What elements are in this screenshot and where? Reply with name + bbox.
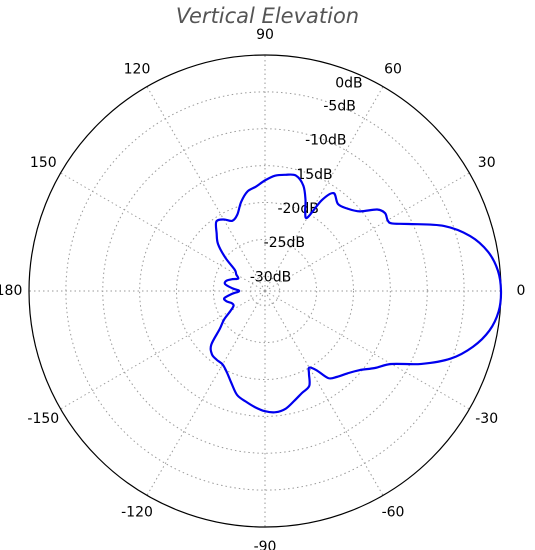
angle-tick-label: 150 bbox=[30, 155, 57, 171]
radial-tick-label: -10dB bbox=[305, 133, 346, 149]
angle-tick-labels: 0 30 60 90 120 150 180 -150 -120 -90 -60 -30 bbox=[0, 27, 525, 550]
angle-tick-label: 0 bbox=[517, 283, 526, 299]
angle-tick-label: -120 bbox=[121, 505, 153, 521]
grid-spoke-7 bbox=[60, 290, 266, 410]
grid-ring-4 bbox=[176, 202, 354, 380]
grid-spoke-2 bbox=[264, 86, 384, 292]
grid-spoke-11 bbox=[264, 290, 470, 410]
angle-tick-label: -60 bbox=[382, 505, 405, 521]
grid-spoke-8 bbox=[146, 290, 266, 496]
grid-ring-5 bbox=[212, 238, 318, 344]
grid-spoke-1 bbox=[264, 172, 470, 292]
angle-tick-label: 120 bbox=[124, 61, 151, 77]
series-layer bbox=[209, 173, 503, 414]
radial-tick-label: 0dB bbox=[335, 75, 362, 91]
angle-tick-label: 90 bbox=[256, 27, 274, 43]
grid-spoke-5 bbox=[60, 172, 266, 292]
radial-tick-label: -25dB bbox=[264, 235, 305, 251]
radial-tick-label: -5dB bbox=[323, 98, 355, 114]
angle-tick-label: -30 bbox=[475, 411, 498, 427]
chart-title: Vertical Elevation bbox=[175, 4, 360, 28]
angle-tick-label: -90 bbox=[254, 539, 277, 550]
grid-ring-3 bbox=[139, 165, 391, 417]
series-line bbox=[209, 173, 503, 414]
radial-tick-label: -20dB bbox=[277, 201, 318, 217]
grid-spoke-4 bbox=[146, 86, 266, 292]
radial-tick-label: -30dB bbox=[250, 269, 291, 285]
grid-spoke-10 bbox=[264, 290, 384, 496]
angle-tick-label: -150 bbox=[27, 411, 59, 427]
angle-tick-label: 30 bbox=[478, 155, 496, 171]
radial-tick-label: -15dB bbox=[291, 167, 332, 183]
radial-tick-labels: 0dB -5dB -10dB -15dB -20dB -25dB -30dB bbox=[250, 75, 363, 285]
polar-grid bbox=[29, 55, 501, 527]
angle-tick-label: 180 bbox=[0, 283, 22, 299]
angle-tick-label: 60 bbox=[384, 61, 402, 77]
